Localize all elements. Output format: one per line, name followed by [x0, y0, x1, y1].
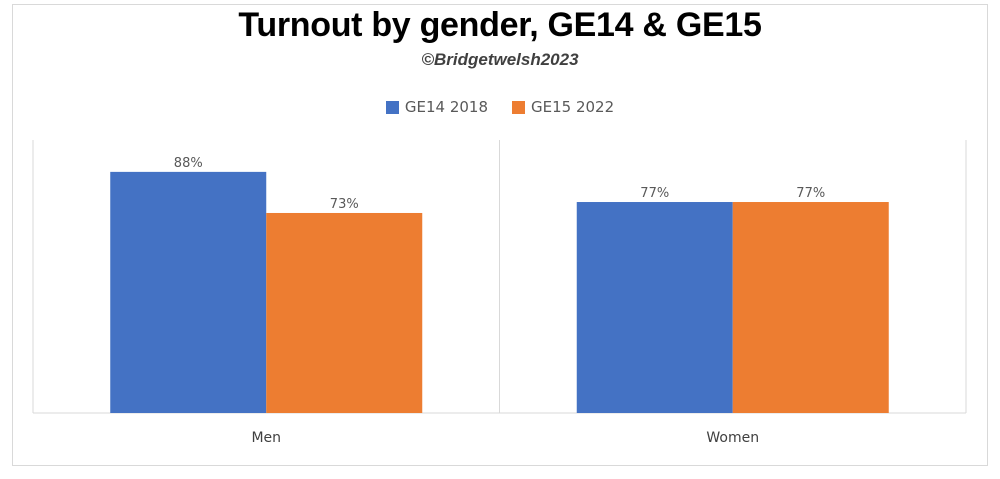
legend: GE14 2018 GE15 2022 [0, 98, 1000, 116]
legend-item-ge15: GE15 2022 [512, 98, 614, 116]
data-label: 77% [640, 186, 669, 201]
legend-item-ge14: GE14 2018 [385, 98, 488, 116]
bar-ge14-2018-women [576, 202, 733, 413]
legend-swatch-ge14 [385, 100, 399, 114]
bar-ge15-2022-women [732, 202, 889, 413]
data-label: 73% [330, 197, 359, 212]
bar-ge14-2018-men [110, 171, 267, 413]
legend-label-ge14: GE14 2018 [404, 98, 488, 116]
data-label: 88% [174, 156, 203, 171]
bar-ge15-2022-men [266, 212, 423, 413]
legend-swatch-ge15 [512, 100, 525, 114]
data-label: 77% [796, 186, 825, 201]
legend-label-ge15: GE15 2022 [531, 98, 615, 116]
category-label: Women [706, 430, 759, 446]
chart-title: Turnout by gender, GE14 & GE15 [238, 6, 762, 44]
category-label: Men [251, 430, 281, 446]
chart-subtitle: ©Bridgetwelsh2023 [421, 50, 579, 69]
chart-frame [12, 4, 988, 466]
